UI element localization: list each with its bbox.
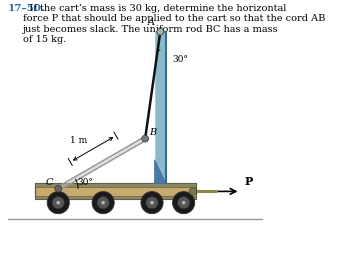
Circle shape — [57, 202, 59, 204]
Circle shape — [157, 28, 164, 35]
Text: 30°: 30° — [77, 178, 93, 187]
Circle shape — [177, 196, 190, 209]
Circle shape — [181, 200, 186, 205]
Text: P: P — [244, 176, 253, 187]
Circle shape — [146, 196, 158, 209]
Circle shape — [52, 196, 64, 209]
Circle shape — [149, 200, 154, 205]
Polygon shape — [155, 160, 166, 183]
Bar — [35, 183, 196, 199]
Circle shape — [102, 202, 104, 204]
Text: 30°: 30° — [172, 55, 188, 64]
Circle shape — [101, 200, 106, 205]
Circle shape — [142, 135, 148, 142]
Circle shape — [47, 192, 69, 214]
Circle shape — [141, 192, 163, 214]
Bar — [155, 32, 166, 183]
Circle shape — [92, 192, 114, 214]
Text: 17–50.: 17–50. — [8, 4, 46, 13]
Bar — [35, 183, 196, 187]
Text: 1 m: 1 m — [70, 136, 87, 145]
Circle shape — [183, 202, 184, 204]
Bar — [35, 196, 196, 199]
Text: C: C — [46, 178, 54, 187]
Circle shape — [173, 192, 195, 214]
Circle shape — [55, 185, 62, 192]
Text: B: B — [149, 128, 156, 137]
Circle shape — [189, 188, 197, 195]
Circle shape — [97, 196, 109, 209]
Text: If the cart’s mass is 30 kg, determine the horizontal
force P that should be app: If the cart’s mass is 30 kg, determine t… — [23, 4, 325, 44]
Circle shape — [56, 200, 61, 205]
Text: A: A — [148, 18, 155, 27]
Circle shape — [151, 202, 153, 204]
